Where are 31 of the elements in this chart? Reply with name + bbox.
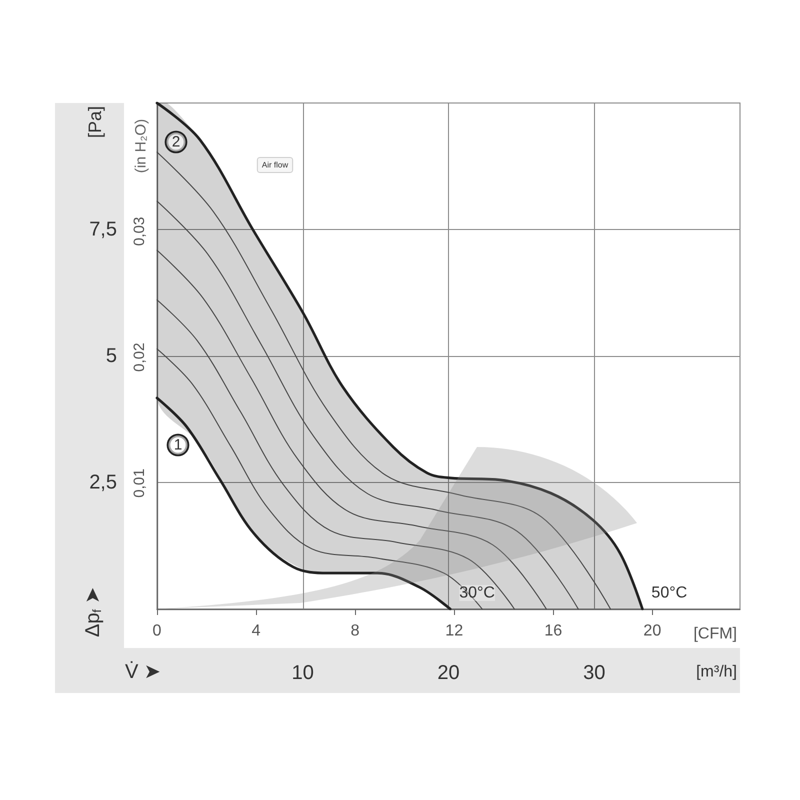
y-tick-label: 7,5 — [89, 218, 117, 240]
x-axis-title: [CFM] — [693, 626, 737, 642]
x2-tick-label: 10 — [292, 662, 314, 684]
x-tick-label: 12 — [445, 622, 464, 640]
text: Δpf ➤ — [82, 586, 104, 638]
y2-tick-label: 0,03 — [131, 216, 148, 246]
text: V̇ ➤ — [125, 660, 161, 683]
line-series — [156, 396, 452, 610]
annotation: Air flow — [262, 160, 288, 170]
y2-tick-label: 0,02 — [131, 342, 148, 372]
x-tick-label: 20 — [643, 622, 662, 640]
y-axis-title: [Pa] — [85, 106, 105, 138]
y-tick-label: 5 — [106, 345, 117, 367]
series-label: 2 — [172, 134, 180, 150]
line-series — [156, 200, 579, 610]
line-series — [156, 152, 611, 610]
y-tick-label: 2,5 — [89, 472, 117, 494]
x-tick-label: 4 — [252, 622, 261, 640]
y2-tick-label: 0,01 — [131, 468, 148, 498]
x-tick-label: 16 — [544, 622, 562, 640]
x-tick-label: 0 — [152, 622, 162, 640]
line-series — [156, 299, 515, 610]
annotation: 30°C — [459, 584, 495, 602]
y2-axis-title: (in H₂O) — [132, 118, 150, 174]
line-series — [156, 250, 547, 610]
x2-axis-title: [m³/h] — [696, 664, 737, 680]
annotation: 50°C — [651, 584, 688, 602]
x-tick-label: 8 — [350, 622, 360, 640]
x2-tick-label: 20 — [437, 662, 460, 684]
x2-tick-label: 30 — [583, 662, 606, 684]
series-label: 1 — [174, 436, 182, 454]
